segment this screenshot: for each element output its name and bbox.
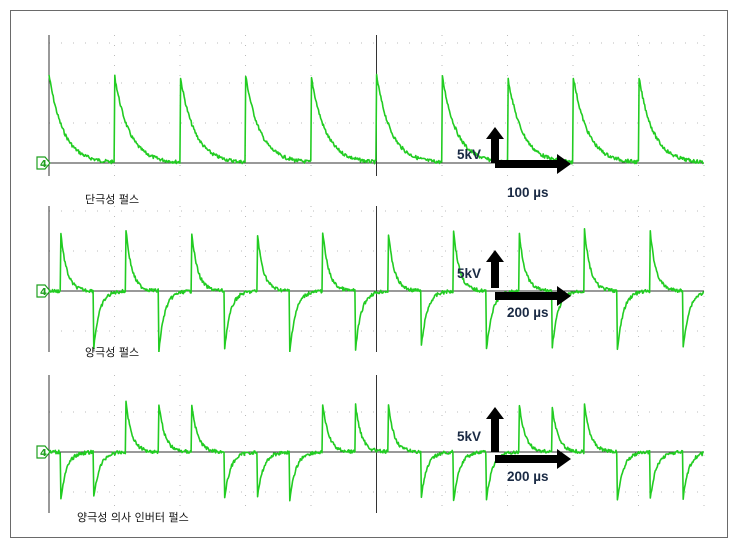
panel-label: 단극성 펄스 (85, 193, 140, 206)
time-scale-label: 100 µs (507, 185, 549, 200)
time-arrow-head (557, 449, 571, 469)
panel-label: 양극성 의사 인버터 펄스 (77, 511, 189, 524)
voltage-scale-label: 5kV (457, 429, 482, 444)
voltage-arrow-head (486, 407, 504, 419)
time-arrow-head (557, 286, 571, 306)
panel-bipolar: 4 양극성 펄스 5kV 200 µs (11, 192, 729, 359)
voltage-arrow-head (486, 250, 504, 262)
voltage-scale-label: 5kV (457, 147, 482, 162)
panel-label: 양극성 펄스 (85, 346, 140, 359)
channel-marker-label: 4 (40, 448, 47, 459)
waveform-trace (48, 228, 705, 352)
voltage-arrow-head (486, 127, 504, 139)
oscilloscope-figure: 4 단극성 펄스 5kV 100 µs 4 양극성 펄스 5kV 200 µs … (10, 10, 728, 538)
time-scale-label: 200 µs (507, 305, 549, 320)
time-arrow-shaft (495, 455, 559, 463)
time-arrow-shaft (495, 160, 559, 168)
channel-marker (36, 156, 51, 170)
waveform-plot: 4 (36, 35, 705, 176)
channel-marker (36, 445, 51, 459)
voltage-scale-label: 5kV (457, 266, 482, 281)
panel-unipolar: 4 단극성 펄스 5kV 100 µs (11, 11, 729, 206)
channel-marker (36, 284, 51, 298)
time-arrow-shaft (495, 292, 559, 300)
waveform-plot: 4 (36, 375, 705, 513)
channel-marker-label: 4 (40, 159, 47, 170)
voltage-arrow-shaft (491, 137, 499, 163)
waveform-plot: 4 (36, 206, 705, 352)
voltage-arrow-shaft (491, 417, 499, 452)
time-scale-label: 200 µs (507, 469, 549, 484)
panel-pseudo-inverter: 4 양극성 의사 인버터 펄스 5kV 200 µs (11, 363, 729, 535)
waveform-trace (48, 73, 705, 165)
time-arrow-head (557, 154, 571, 174)
waveform-trace (48, 400, 704, 502)
voltage-arrow-shaft (491, 260, 499, 288)
channel-marker-label: 4 (40, 287, 47, 298)
